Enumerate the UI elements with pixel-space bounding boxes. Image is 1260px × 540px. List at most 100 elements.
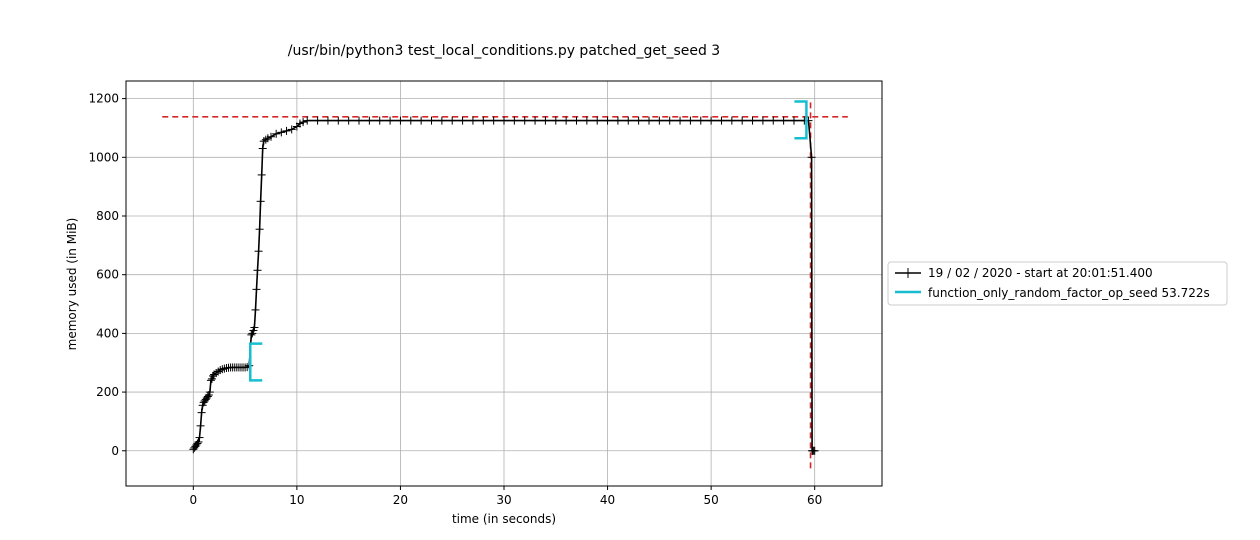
data-point <box>551 116 560 125</box>
legend-entry-bracket: function_only_random_factor_op_seed 53.7… <box>928 286 1210 300</box>
data-point <box>406 116 415 125</box>
x-tick-label: 10 <box>289 493 304 507</box>
bracket-layer <box>249 100 808 382</box>
data-point <box>613 116 622 125</box>
data-point <box>479 116 488 125</box>
data-point <box>203 392 212 401</box>
data-point <box>334 116 343 125</box>
legend: 19 / 02 / 2020 - start at 20:01:51.400 f… <box>887 261 1228 306</box>
y-tick-label: 200 <box>96 385 119 399</box>
data-point <box>634 116 643 125</box>
data-point <box>676 116 685 125</box>
data-point <box>458 116 467 125</box>
x-tick-label: 20 <box>393 493 408 507</box>
data-point <box>266 132 275 141</box>
data-point <box>686 116 695 125</box>
data-point <box>323 116 332 125</box>
data-point <box>738 116 747 125</box>
grid <box>126 81 882 486</box>
data-point <box>510 116 519 125</box>
data-point <box>748 116 757 125</box>
data-point <box>205 388 214 397</box>
data-point <box>727 116 736 125</box>
data-point <box>707 116 716 125</box>
data-point <box>196 421 205 430</box>
y-tick-label: 1200 <box>88 92 119 106</box>
data-point <box>769 116 778 125</box>
data-point <box>437 116 446 125</box>
data-point <box>313 116 322 125</box>
data-point <box>520 116 529 125</box>
data-point <box>386 116 395 125</box>
data-point <box>250 323 259 332</box>
y-tick-label: 1000 <box>88 150 119 164</box>
data-point <box>259 137 268 146</box>
data-point <box>254 247 263 256</box>
x-tick-label: 60 <box>807 493 822 507</box>
data-point <box>261 135 270 144</box>
data-point <box>375 116 384 125</box>
data-point <box>582 116 591 125</box>
y-tick-label: 400 <box>96 326 119 340</box>
data-point <box>214 367 223 376</box>
data-point <box>194 437 203 446</box>
data-point <box>448 116 457 125</box>
data-point <box>255 225 264 234</box>
data-point <box>251 305 260 314</box>
data-point <box>665 116 674 125</box>
y-axis-label: memory used (in MiB) <box>65 218 79 351</box>
y-tick-label: 600 <box>96 268 119 282</box>
data-point <box>717 116 726 125</box>
data-point <box>572 116 581 125</box>
x-tick-label: 0 <box>189 493 197 507</box>
data-point <box>197 408 206 417</box>
data-point <box>247 330 256 339</box>
data-point <box>287 125 296 134</box>
data-point <box>272 129 281 138</box>
data-point <box>807 153 816 162</box>
y-axis: 0 200 400 600 800 1000 1200 <box>88 92 126 458</box>
data-point <box>355 116 364 125</box>
data-point <box>396 116 405 125</box>
data-point <box>427 116 436 125</box>
data-point <box>193 439 202 448</box>
data-point <box>277 128 286 137</box>
series-layer <box>189 116 819 455</box>
reference-lines <box>162 101 848 469</box>
data-point <box>299 118 308 127</box>
data-point <box>212 369 221 378</box>
data-point <box>603 116 612 125</box>
data-point <box>696 116 705 125</box>
y-tick-label: 800 <box>96 209 119 223</box>
bracket-start <box>249 342 263 382</box>
y-tick-label: 0 <box>111 444 119 458</box>
data-point <box>562 116 571 125</box>
data-point <box>655 116 664 125</box>
data-point <box>258 144 267 153</box>
data-point <box>779 116 788 125</box>
data-point <box>644 116 653 125</box>
data-point <box>789 116 798 125</box>
x-tick-label: 50 <box>703 493 718 507</box>
data-point <box>252 285 261 294</box>
legend-box <box>887 261 1228 306</box>
data-point <box>500 116 508 125</box>
data-point <box>810 446 819 455</box>
data-point <box>210 370 219 379</box>
data-point <box>195 433 204 442</box>
x-tick-label: 30 <box>496 493 511 507</box>
data-point <box>468 116 477 125</box>
data-point <box>257 170 266 179</box>
data-point <box>344 116 353 125</box>
x-tick-label: 40 <box>600 493 615 507</box>
x-axis-label: time (in seconds) <box>452 512 556 526</box>
data-point <box>216 366 225 375</box>
data-point <box>256 197 265 206</box>
chart-title: /usr/bin/python3 test_local_conditions.p… <box>288 43 720 59</box>
legend-entry-series: 19 / 02 / 2020 - start at 20:01:51.400 <box>928 266 1153 280</box>
data-point <box>541 116 550 125</box>
data-point <box>253 266 262 275</box>
data-point <box>218 365 227 374</box>
data-point <box>206 376 215 385</box>
data-point <box>303 116 312 125</box>
